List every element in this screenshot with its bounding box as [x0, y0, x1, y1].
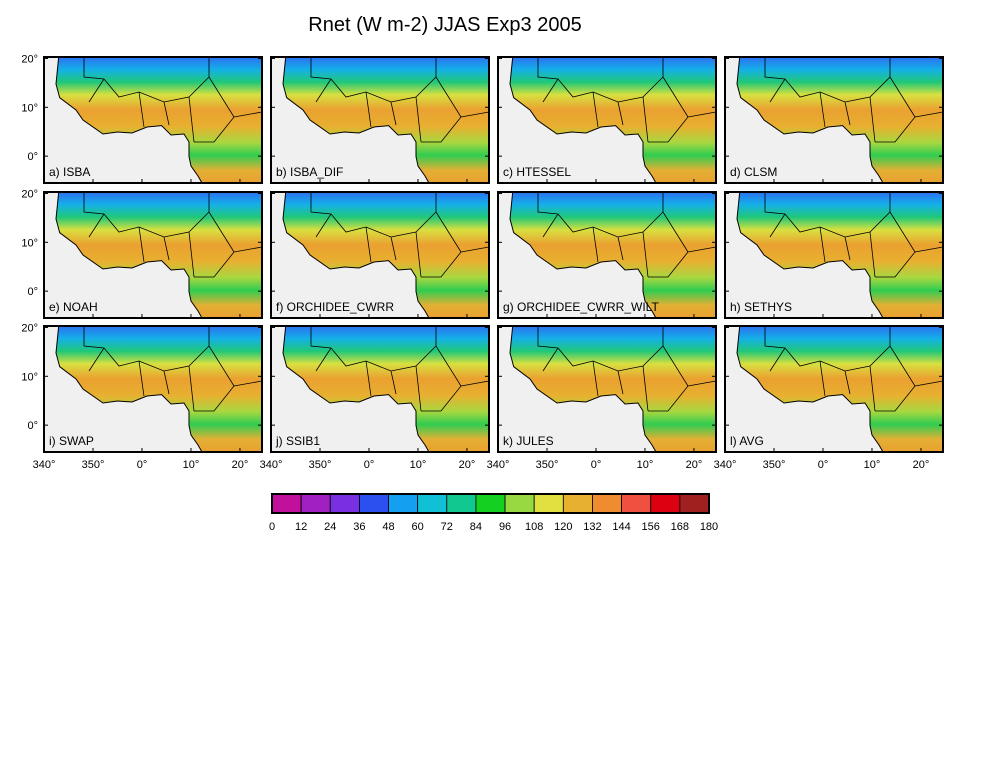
colorbar-tick-label: 156	[642, 521, 660, 533]
lat-tick-label: 0°	[27, 151, 38, 163]
lat-tick-label: 20°	[21, 53, 38, 65]
lon-tick-label: 20°	[686, 459, 703, 471]
lon-tick-label: 340°	[487, 459, 510, 471]
colorbar-tick-label: 36	[353, 521, 365, 533]
colorbar-tick-label: 0	[269, 521, 275, 533]
lon-tick-label: 340°	[260, 459, 283, 471]
colorbar-tick-label: 12	[295, 521, 307, 533]
colorbar-cell	[475, 493, 506, 514]
lon-tick-label: 0°	[137, 459, 148, 471]
panel-label: k) JULES	[503, 434, 554, 448]
colorbar-tick-label: 120	[554, 521, 572, 533]
colorbar-cell	[621, 493, 652, 514]
colorbar-cell	[329, 493, 360, 514]
panel-label: j) SSIB1	[275, 434, 320, 448]
lat-tick-label: 10°	[21, 237, 38, 249]
panel-frame	[43, 191, 263, 319]
panel-frame	[43, 56, 263, 184]
lat-tick-label: 20°	[21, 322, 38, 334]
lon-tick-label: 0°	[591, 459, 602, 471]
lon-tick-label: 10°	[183, 459, 200, 471]
lon-tick-label: 10°	[637, 459, 654, 471]
lon-tick-label: 350°	[763, 459, 786, 471]
panel-frame	[270, 325, 490, 453]
colorbar-cell	[271, 493, 302, 514]
colorbar-tick-label: 84	[470, 521, 482, 533]
panel-label: a) ISBA	[49, 165, 90, 179]
colorbar-cell	[446, 493, 477, 514]
lon-tick-label: 350°	[309, 459, 332, 471]
panel-label: h) SETHYS	[730, 300, 792, 314]
panel-frame	[724, 191, 944, 319]
lon-tick-label: 0°	[364, 459, 375, 471]
colorbar-tick-label: 72	[441, 521, 453, 533]
colorbar-frame	[271, 493, 710, 514]
lat-tick-label: 20°	[21, 188, 38, 200]
colorbar-cell	[300, 493, 331, 514]
colorbar-tick-label: 168	[671, 521, 689, 533]
colorbar-cell	[679, 493, 710, 514]
lon-tick-label: 10°	[864, 459, 881, 471]
panel-label: l) AVG	[730, 434, 764, 448]
panel-frame	[724, 325, 944, 453]
panel-label: i) SWAP	[49, 434, 94, 448]
panel-label: f) ORCHIDEE_CWRR	[276, 300, 394, 314]
lon-tick-label: 350°	[536, 459, 559, 471]
panel-label: b) ISBA_DIF	[276, 165, 343, 179]
colorbar-cell	[417, 493, 448, 514]
lon-tick-label: 10°	[410, 459, 427, 471]
lon-tick-label: 0°	[818, 459, 829, 471]
panel-label: g) ORCHIDEE_CWRR_WILT	[503, 300, 659, 314]
figure-title: Rnet (W m-2) JJAS Exp3 2005	[308, 14, 581, 36]
lon-tick-label: 340°	[714, 459, 737, 471]
colorbar-cell	[533, 493, 564, 514]
lon-tick-label: 20°	[232, 459, 249, 471]
colorbar-tick-label: 48	[382, 521, 394, 533]
lon-tick-label: 20°	[459, 459, 476, 471]
panel-frame	[270, 56, 490, 184]
colorbar-cell	[358, 493, 389, 514]
panel-frame	[497, 325, 717, 453]
panel-frame	[724, 56, 944, 184]
panel-label: c) HTESSEL	[503, 165, 571, 179]
colorbar-cell	[592, 493, 623, 514]
colorbar-tick-label: 96	[499, 521, 511, 533]
panel-frame	[270, 191, 490, 319]
panel-frame	[43, 325, 263, 453]
panel-frame	[497, 191, 717, 319]
lon-tick-label: 20°	[913, 459, 930, 471]
colorbar-tick-label: 180	[700, 521, 718, 533]
colorbar-tick-label: 144	[612, 521, 630, 533]
colorbar-tick-label: 60	[412, 521, 424, 533]
colorbar-tick-label: 132	[583, 521, 601, 533]
lat-tick-label: 10°	[21, 102, 38, 114]
panel-frame	[497, 56, 717, 184]
lon-tick-label: 340°	[33, 459, 56, 471]
colorbar-cell	[388, 493, 419, 514]
colorbar-tick-label: 108	[525, 521, 543, 533]
colorbar-cell	[504, 493, 535, 514]
lon-tick-label: 350°	[82, 459, 105, 471]
colorbar-cell	[562, 493, 593, 514]
lat-tick-label: 10°	[21, 371, 38, 383]
lat-tick-label: 0°	[27, 420, 38, 432]
colorbar-cell	[650, 493, 681, 514]
panel-label: d) CLSM	[730, 165, 777, 179]
colorbar-tick-label: 24	[324, 521, 336, 533]
panel-label: e) NOAH	[49, 300, 98, 314]
lat-tick-label: 0°	[27, 286, 38, 298]
